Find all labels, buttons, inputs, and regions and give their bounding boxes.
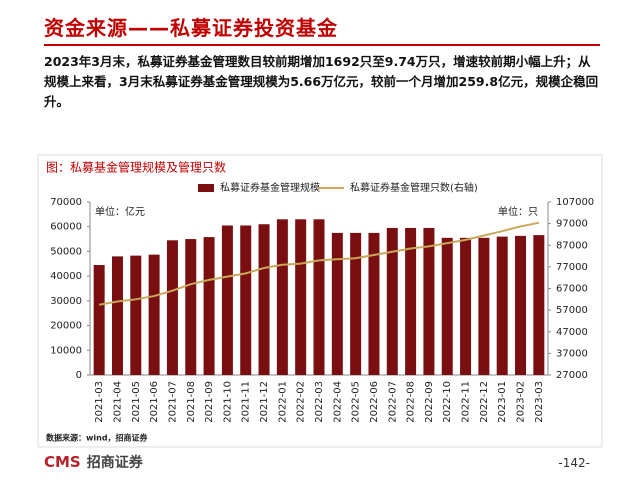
bar (368, 232, 380, 375)
x-tick-label: 2022-09 (424, 381, 435, 423)
x-tick-label: 2021-04 (112, 381, 123, 423)
body-text: 2023年3月末，私募证券基金管理数目较前期增加1692只至9.74万只，增速较… (44, 54, 599, 109)
x-tick-label: 2021-03 (94, 381, 105, 423)
bar (350, 232, 362, 375)
legend-label: 私募证券基金管理规模 (220, 181, 320, 194)
chart-frame (37, 154, 603, 448)
x-tick-label: 2022-11 (461, 381, 472, 423)
x-tick-label: 2023-01 (497, 381, 508, 423)
source: 数据来源：wind，招商证券 (46, 433, 149, 443)
bar (515, 235, 527, 375)
x-tick-label: 2022-08 (406, 381, 417, 423)
x-tick-label: 2021-11 (241, 381, 252, 423)
y-tick-label: 0 (76, 370, 82, 381)
x-tick-label: 2021-05 (131, 381, 142, 423)
y-unit: 单位：亿元 (95, 205, 145, 218)
bar (258, 224, 270, 375)
x-tick-label: 2021-10 (222, 381, 233, 423)
x-tick-label: 2021-06 (149, 381, 160, 423)
bar (496, 236, 508, 375)
bar (185, 239, 197, 375)
x-tick-label: 2023-03 (534, 381, 545, 423)
x-tick-label: 2022-04 (332, 381, 343, 423)
y2-tick-label: 47000 (556, 327, 588, 338)
x-tick-label: 2022-02 (296, 381, 307, 423)
x-tick-label: 2022-07 (387, 381, 398, 423)
bar (148, 254, 160, 375)
y-tick-label: 20000 (50, 321, 82, 332)
page-number: -142- (558, 456, 590, 470)
bar (203, 237, 215, 375)
bar (533, 235, 545, 375)
y2-unit: 单位：只 (498, 205, 538, 218)
x-tick-label: 2021-09 (204, 381, 215, 423)
bar (423, 227, 435, 375)
y-tick-label: 60000 (50, 222, 82, 233)
y2-tick-label: 27000 (556, 370, 588, 381)
x-tick-label: 2021-12 (259, 381, 270, 423)
bar (93, 265, 105, 375)
line (98, 221, 540, 306)
x-tick-label: 2021-08 (186, 381, 197, 423)
bar (221, 225, 233, 375)
y2-tick-label: 37000 (556, 348, 588, 359)
x-tick-label: 2022-12 (479, 381, 490, 423)
bar (478, 237, 490, 375)
y2-tick-label: 67000 (556, 284, 588, 295)
y2-tick-label: 87000 (556, 240, 588, 251)
y-tick-label: 30000 (50, 296, 82, 307)
logo-mark: CMS (44, 453, 81, 471)
bar (405, 227, 417, 375)
bar (295, 219, 307, 375)
y2-tick-label: 57000 (556, 305, 588, 316)
x-tick-label: 2022-05 (351, 381, 362, 423)
y-tick-label: 70000 (50, 197, 82, 208)
y2-tick-label: 97000 (556, 219, 588, 230)
x-tick-label: 2022-03 (314, 381, 325, 423)
bar (331, 232, 343, 375)
x-tick-label: 2021-07 (167, 381, 178, 423)
x-tick-label: 2022-10 (442, 381, 453, 423)
legend-swatch (198, 184, 214, 192)
bar (276, 219, 288, 375)
y-tick-label: 40000 (50, 271, 82, 282)
logo-name: 招商证券 (86, 455, 143, 471)
y2-tick-label: 107000 (556, 197, 594, 208)
chart-title: 图：私募基金管理规模及管理只数 (46, 160, 226, 175)
bar (313, 219, 325, 375)
y-tick-label: 50000 (50, 246, 82, 257)
x-tick-label: 2022-01 (277, 381, 288, 423)
bar (386, 227, 398, 375)
slide-title: 资金来源——私募证券投资基金 (44, 16, 338, 40)
bar (166, 240, 178, 375)
bar (240, 225, 252, 375)
legend-label: 私募证券基金管理只数(右轴) (350, 181, 478, 194)
x-tick-label: 2022-06 (369, 381, 380, 423)
y2-tick-label: 77000 (556, 262, 588, 273)
logo: CMS 招商证券 (44, 452, 143, 472)
y-tick-label: 10000 (50, 345, 82, 356)
bar (460, 237, 472, 375)
bar (111, 256, 123, 375)
x-tick-label: 2023-02 (516, 381, 527, 423)
bar (441, 237, 453, 375)
bar (130, 255, 142, 375)
title-rule (44, 44, 600, 46)
